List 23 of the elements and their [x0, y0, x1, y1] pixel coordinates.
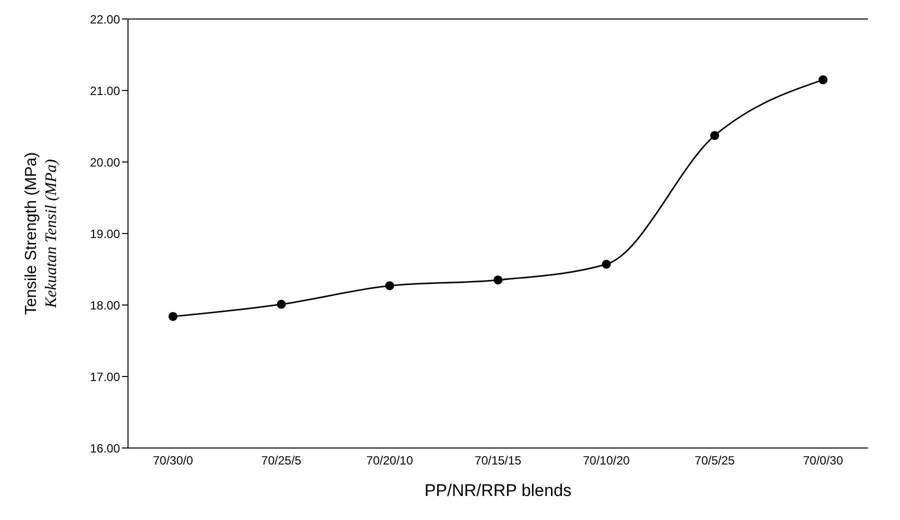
x-tick-label: 70/10/20	[582, 454, 630, 468]
y-axis-title: Tensile Strength (MPa) Kekuatan Tensil (MPa)	[23, 152, 60, 315]
x-tick-label: 70/25/5	[261, 454, 302, 468]
x-tick-label: 70/20/10	[366, 454, 414, 468]
point	[710, 131, 720, 140]
y-tick-label: 17.00	[90, 370, 120, 384]
point	[276, 300, 286, 309]
x-tick-label: 70/0/30	[802, 454, 844, 468]
y-tick-label: 18.00	[90, 298, 120, 312]
point	[385, 281, 394, 290]
y-tick-label: 20.00	[90, 155, 120, 170]
y-tick-label: 21.00	[90, 84, 120, 98]
point	[168, 312, 178, 321]
x-tick-label: 70/5/25	[694, 454, 736, 468]
y-tick-label: 22.00	[90, 12, 120, 26]
y-tick-label: 19.00	[90, 226, 120, 241]
point	[602, 260, 611, 269]
y-tick-label: 16.00	[90, 441, 120, 456]
x-axis-title: PP/NR/RRP blends	[424, 481, 572, 500]
point	[494, 275, 502, 284]
x-tick-label: 70/30/0	[152, 454, 194, 468]
x-tick-label: 70/15/15	[474, 454, 522, 468]
point	[818, 75, 828, 84]
